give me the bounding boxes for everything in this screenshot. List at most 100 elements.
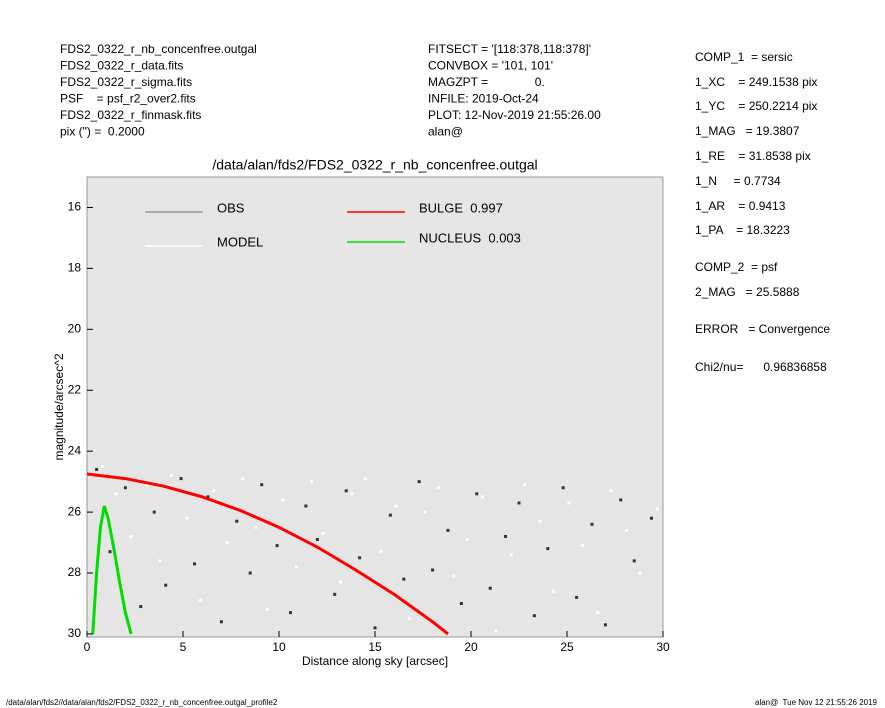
data-point	[561, 486, 565, 490]
data-point	[465, 538, 469, 542]
fit-parameter: 1_RE = 31.8538 pix	[695, 149, 811, 163]
data-point	[417, 480, 421, 484]
data-point	[294, 565, 298, 569]
data-point	[575, 595, 579, 599]
y-tick-label: 28	[68, 565, 82, 579]
data-point	[596, 611, 600, 615]
data-point	[152, 510, 156, 514]
data-point	[609, 489, 613, 493]
header-left-line: PSF = psf_r2_over2.fits	[60, 92, 196, 106]
x-tick-label: 5	[180, 640, 187, 654]
data-point	[212, 489, 216, 493]
fit-parameter: ERROR = Convergence	[695, 322, 830, 336]
legend-label: BULGE 0.997	[419, 200, 503, 215]
y-axis-label: magnitude/arcsec^2	[52, 353, 66, 460]
header-left-line: pix (") = 0.2000	[60, 125, 145, 139]
data-point	[632, 559, 636, 563]
data-point	[333, 592, 337, 596]
data-point	[523, 483, 527, 487]
data-point	[129, 534, 133, 538]
data-point	[275, 544, 279, 548]
data-point	[459, 601, 463, 605]
y-tick-label: 26	[68, 504, 82, 518]
y-tick-label: 22	[68, 382, 82, 396]
data-point	[408, 617, 412, 621]
fit-parameter: 1_XC = 249.1538 pix	[695, 75, 817, 89]
data-point	[373, 626, 377, 630]
footer-left: /data/alan/fds2//data/alan/fds2/FDS2_032…	[6, 698, 278, 707]
data-point	[179, 477, 183, 481]
chart-title: /data/alan/fds2/FDS2_0322_r_nb_concenfre…	[212, 157, 537, 173]
data-point	[344, 489, 348, 493]
fit-parameter: 2_MAG = 25.5888	[695, 285, 800, 299]
profile-line	[87, 472, 449, 636]
data-point	[481, 495, 485, 499]
data-point	[379, 550, 383, 554]
header-middle-line: FITSECT = '[118:378,118:378]'	[428, 42, 591, 56]
data-point	[265, 608, 269, 612]
data-point	[289, 611, 293, 615]
data-point	[338, 580, 342, 584]
header-left-line: FDS2_0322_r_sigma.fits	[60, 75, 192, 89]
data-point	[241, 477, 245, 481]
data-point	[546, 547, 550, 551]
header-middle-line: CONVBOX = '101, 101'	[428, 59, 553, 73]
data-point	[619, 498, 623, 502]
data-point	[452, 574, 456, 578]
data-point	[567, 501, 571, 505]
data-point	[248, 571, 252, 575]
fit-parameter: COMP_2 = psf	[695, 260, 778, 274]
data-point	[350, 492, 354, 496]
header-left-line: FDS2_0322_r_finmask.fits	[60, 108, 201, 122]
data-point	[235, 519, 239, 523]
x-tick-label: 15	[368, 640, 382, 654]
data-point	[315, 538, 319, 542]
data-point	[532, 614, 536, 618]
data-point	[625, 528, 629, 532]
data-point	[123, 486, 127, 490]
data-point	[198, 598, 202, 602]
legend-label: NUCLEUS 0.003	[419, 230, 521, 245]
y-tick-label: 18	[68, 261, 82, 275]
plot-background	[86, 176, 664, 638]
data-point	[590, 522, 594, 526]
data-point	[321, 531, 325, 535]
profile-line	[91, 505, 133, 635]
data-point	[254, 525, 258, 529]
data-point	[185, 516, 189, 520]
data-point	[431, 568, 435, 572]
data-point	[260, 483, 264, 487]
data-point	[538, 519, 542, 523]
x-tick-label: 0	[84, 640, 91, 654]
data-point	[225, 541, 229, 545]
data-point	[475, 492, 479, 496]
header-middle-line: alan@	[428, 125, 463, 139]
plot-area	[87, 464, 659, 636]
data-point	[402, 577, 406, 581]
fit-parameter: 1_MAG = 19.3807	[695, 124, 800, 138]
fit-parameter: Chi2/nu= 0.96836858	[695, 360, 827, 374]
data-point	[281, 498, 285, 502]
data-point	[158, 559, 162, 563]
fit-parameter: 1_N = 0.7734	[695, 174, 781, 188]
data-point	[580, 544, 584, 548]
data-point	[145, 483, 149, 487]
data-point	[114, 492, 118, 496]
fit-parameter: 1_YC = 250.2214 pix	[695, 99, 817, 113]
data-point	[363, 477, 367, 481]
y-tick-label: 20	[68, 321, 82, 335]
x-tick-label: 25	[560, 640, 574, 654]
data-point	[358, 556, 362, 560]
data-point	[100, 464, 104, 468]
data-point	[655, 507, 659, 511]
data-point	[504, 534, 508, 538]
footer-right: alan@ Tue Nov 12 21:55:26 2019	[755, 698, 878, 707]
data-point	[494, 629, 498, 633]
data-point	[649, 516, 653, 520]
fit-parameter: 1_PA = 18.3223	[695, 223, 790, 237]
data-point	[552, 589, 556, 593]
y-tick-label: 30	[68, 626, 82, 640]
data-point	[603, 623, 607, 627]
data-point	[446, 528, 450, 532]
